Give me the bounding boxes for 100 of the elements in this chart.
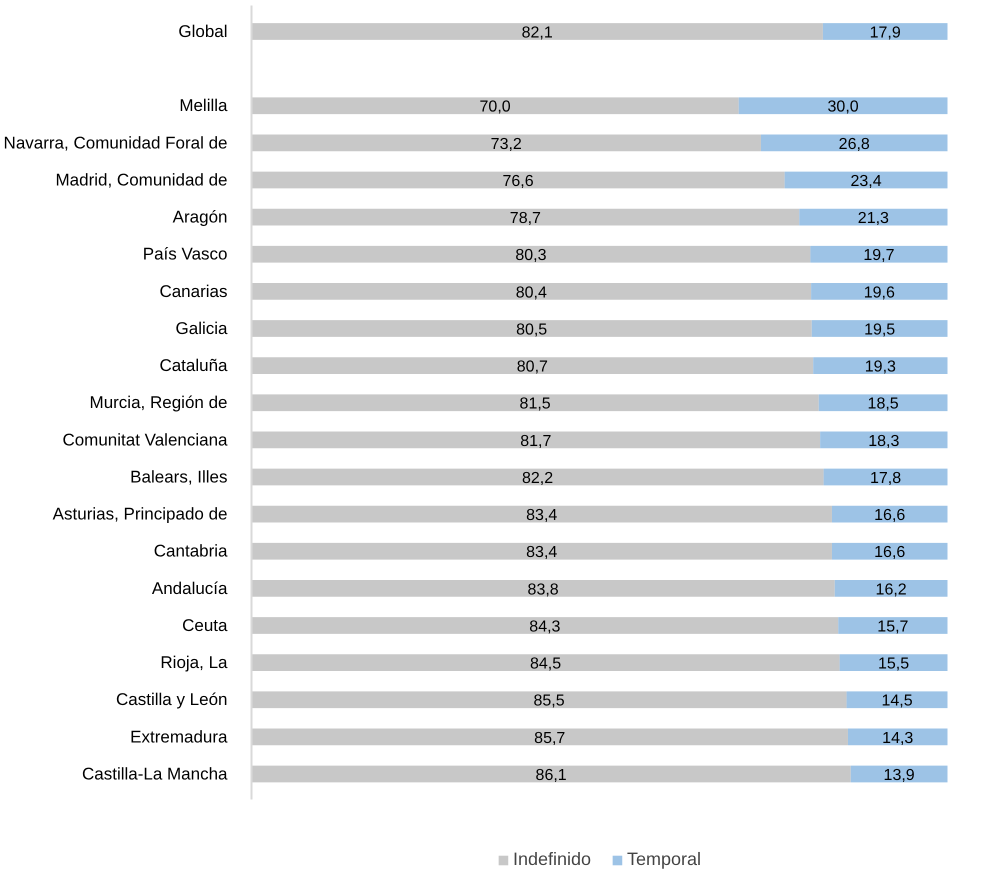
data-label: 80,7 [516, 358, 548, 376]
bar [252, 97, 739, 114]
bar [738, 97, 948, 114]
data-label: 86,1 [536, 766, 567, 784]
y-tick-label: Rioja, La [160, 653, 228, 672]
bar [834, 580, 948, 597]
bar [784, 172, 948, 188]
data-label: 16,6 [874, 544, 906, 562]
bar [252, 246, 810, 263]
bar [811, 283, 948, 300]
data-label: 19,6 [864, 284, 895, 302]
y-tick-label: Comunitat Valenciana [62, 430, 228, 450]
data-label: 84,5 [530, 656, 562, 673]
data-label: 73,2 [490, 136, 522, 153]
data-label: 14,3 [882, 730, 914, 747]
y-tick-label: Extremadura [130, 727, 228, 746]
data-label: 16,6 [874, 507, 906, 524]
bar [252, 506, 832, 522]
data-label: 82,2 [522, 470, 554, 487]
y-tick-label: Melilla [179, 96, 228, 116]
bar [848, 728, 948, 746]
data-label: 84,3 [529, 618, 561, 636]
data-label: 19,5 [864, 321, 896, 338]
data-label: 14,5 [881, 692, 913, 710]
bar [838, 617, 948, 634]
bar [252, 134, 761, 152]
y-tick-label: Global [178, 22, 228, 41]
data-label: 81,5 [520, 396, 551, 413]
bar [820, 432, 948, 448]
y-tick-label: Cataluña [159, 356, 228, 376]
bar [813, 357, 948, 374]
data-label: 76,6 [502, 172, 534, 190]
bar [252, 394, 819, 412]
bar [832, 542, 948, 560]
data-label: 85,7 [534, 730, 566, 747]
data-label: 80,5 [516, 321, 548, 338]
data-label: 83,8 [528, 581, 559, 598]
data-label: 15,7 [877, 618, 909, 636]
data-label: 21,3 [858, 210, 890, 228]
bar [846, 691, 948, 708]
data-label: 13,9 [884, 766, 915, 784]
bar [252, 580, 835, 597]
legend-label: Indefinido [512, 849, 592, 870]
y-tick-label: Navarra, Comunidad Foral de [4, 133, 228, 152]
data-label: 16,2 [876, 581, 907, 598]
data-label: 30,0 [828, 98, 859, 116]
bar [799, 208, 948, 226]
data-label: 18,5 [868, 396, 899, 413]
bar [252, 320, 812, 337]
data-label: 15,5 [878, 656, 910, 673]
y-tick-label: Andalucía [152, 578, 228, 598]
data-label: 70,0 [480, 98, 511, 116]
data-label: 19,7 [863, 247, 895, 264]
y-tick-label: Cantabria [154, 542, 228, 561]
data-label: 82,1 [522, 24, 553, 42]
data-label: 23,4 [850, 172, 882, 190]
data-label: 19,3 [864, 358, 896, 376]
bar [252, 728, 848, 746]
bar [252, 468, 824, 486]
bar [252, 357, 814, 374]
bar [760, 134, 948, 152]
bar [252, 283, 812, 300]
data-label: 83,4 [526, 544, 558, 562]
bar [810, 246, 948, 263]
bar [812, 320, 948, 337]
data-label: 81,7 [520, 432, 552, 450]
bar [840, 654, 948, 671]
y-tick-label: Balears, Illes [130, 467, 228, 486]
bar [818, 394, 948, 412]
bar [252, 208, 800, 226]
data-label: 85,5 [533, 692, 565, 710]
data-label: 18,3 [868, 432, 900, 450]
bar [252, 691, 847, 708]
bar [252, 617, 838, 634]
y-tick-label: Aragón [172, 208, 228, 227]
data-label: 83,4 [526, 507, 558, 524]
y-tick-label: Madrid, Comunidad de [56, 170, 228, 190]
bar [850, 766, 948, 782]
bar [252, 23, 823, 40]
bar [252, 766, 851, 782]
y-tick-label: País Vasco [142, 244, 228, 264]
data-label: 26,8 [838, 136, 870, 153]
data-label: 80,3 [515, 247, 547, 264]
bar [252, 172, 785, 188]
y-tick-label: Canarias [159, 282, 228, 301]
y-tick-label: Castilla-La Mancha [82, 764, 228, 784]
bar [832, 506, 948, 522]
bar [824, 468, 948, 486]
data-label: 17,9 [870, 24, 901, 42]
data-label: 78,7 [510, 210, 542, 228]
y-tick-label: Asturias, Principado de [52, 504, 228, 524]
bar [252, 432, 820, 448]
data-label: 17,8 [870, 470, 902, 487]
legend-label: Temporal [627, 849, 702, 870]
y-tick-label: Murcia, Región de [90, 393, 228, 412]
y-tick-label: Ceuta [182, 616, 228, 635]
data-label: 80,4 [516, 284, 547, 302]
bar [822, 23, 948, 40]
bar [252, 654, 840, 671]
y-tick-label: Castilla y León [116, 690, 228, 710]
